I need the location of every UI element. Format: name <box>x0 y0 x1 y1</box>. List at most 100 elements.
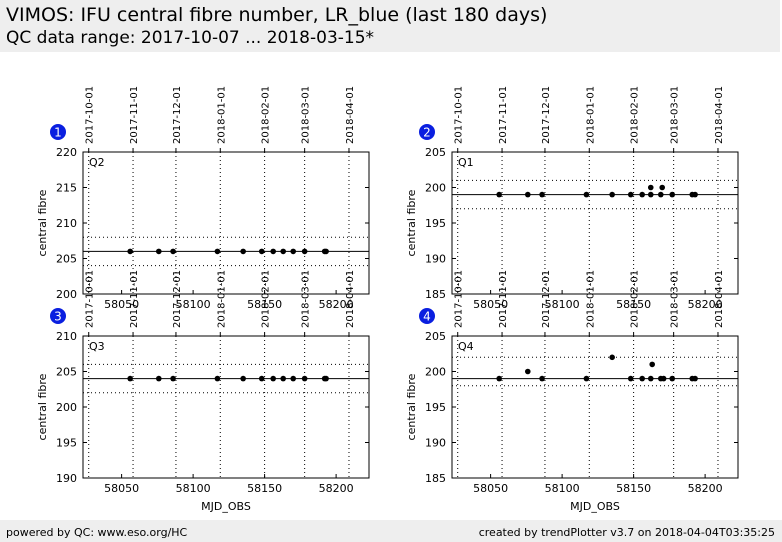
chart-panel-q2: 2017-10-01 2017-11-01 2017-12-01 2018-01-01… <box>36 86 370 311</box>
trend-charts: 2017-10-01 2017-11-01 2017-12-01 2018-01-01… <box>36 86 739 513</box>
date-tick-label: 2018-04-01 <box>345 270 356 328</box>
x-tick-label: 58200 <box>688 298 723 311</box>
date-tick-label: 2017-11-01 <box>498 270 509 328</box>
data-point <box>270 248 276 255</box>
date-tick-label: 2017-10-01 <box>454 270 465 328</box>
data-point <box>669 375 676 382</box>
y-tick-label: 210 <box>56 217 77 230</box>
date-tick-label: 2018-01-01 <box>585 270 596 328</box>
date-tick-label: 2018-02-01 <box>630 86 641 144</box>
data-point <box>583 375 590 382</box>
y-tick-label: 185 <box>425 472 446 485</box>
x-tick-label: 58200 <box>319 298 354 311</box>
date-tick-label: 2018-03-01 <box>301 86 312 144</box>
x-tick-label: 58150 <box>616 298 651 311</box>
date-tick-label: 2018-02-01 <box>261 270 272 328</box>
plot-frame <box>82 335 370 479</box>
data-point <box>692 375 698 382</box>
x-axis-label: MJD_OBS <box>201 500 251 513</box>
date-tick-label: 2017-10-01 <box>85 270 96 328</box>
page-subtitle: QC data range: 2017-10-07 ... 2018-03-15… <box>6 28 375 48</box>
data-point <box>127 248 133 255</box>
date-tick-label: 2017-11-01 <box>129 86 140 144</box>
y-tick-label: 195 <box>425 217 446 230</box>
data-point <box>647 191 654 198</box>
data-point <box>240 248 246 255</box>
data-point <box>583 191 590 198</box>
y-axis-label: central fibre <box>36 189 49 256</box>
panel-label: Q4 <box>458 340 474 353</box>
panel-number-badge <box>419 308 435 324</box>
y-tick-label: 190 <box>56 472 77 485</box>
chart-panel-q1: 2017-10-01 2017-11-01 2017-12-01 2018-01-01… <box>405 86 739 311</box>
x-tick-label: 58150 <box>247 298 282 311</box>
date-tick-label: 2018-04-01 <box>714 86 725 144</box>
x-tick-label: 58100 <box>176 298 211 311</box>
date-tick-label: 2018-01-01 <box>216 86 227 144</box>
data-point <box>539 375 545 382</box>
y-tick-label: 210 <box>56 330 77 343</box>
data-point <box>609 191 615 198</box>
y-tick-label: 200 <box>56 401 77 414</box>
data-point <box>280 375 287 382</box>
chart-panel-q4: 2017-10-01 2017-11-01 2017-12-01 2018-01-01… <box>405 270 739 513</box>
data-point <box>323 375 329 382</box>
y-tick-label: 200 <box>56 288 77 301</box>
x-tick-label: 58200 <box>688 482 723 495</box>
data-point <box>240 375 246 382</box>
date-tick-label: 2017-11-01 <box>129 270 140 328</box>
date-tick-label: 2018-04-01 <box>345 86 356 144</box>
panel-label: Q1 <box>458 156 474 169</box>
date-tick-label: 2017-11-01 <box>498 86 509 144</box>
data-point <box>290 248 297 255</box>
plot-frame <box>451 335 739 479</box>
data-point <box>609 354 615 361</box>
chart-panel-q3: 2017-10-01 2017-11-01 2017-12-01 2018-01-01… <box>36 270 370 513</box>
panel-number-badge <box>50 124 66 140</box>
x-tick-label: 58050 <box>104 482 139 495</box>
x-tick-label: 58150 <box>616 482 651 495</box>
data-point <box>270 375 276 382</box>
data-point <box>649 361 655 368</box>
data-point <box>155 375 162 382</box>
y-tick-label: 215 <box>56 182 77 195</box>
panel-number-text: 1 <box>54 126 62 140</box>
data-point <box>323 248 329 255</box>
date-tick-label: 2017-10-01 <box>85 86 96 144</box>
date-tick-label: 2018-02-01 <box>261 86 272 144</box>
x-tick-label: 58050 <box>104 298 139 311</box>
data-point <box>280 248 287 255</box>
report-footer: powered by QC: www.eso.org/HC created by… <box>0 520 782 542</box>
y-axis-label: central fibre <box>405 373 418 440</box>
date-tick-label: 2018-04-01 <box>714 270 725 328</box>
data-point <box>214 248 221 255</box>
data-point <box>659 184 666 191</box>
data-point <box>627 375 634 382</box>
report-header: VIMOS: IFU central fibre number, LR_blue… <box>0 0 780 52</box>
data-point <box>647 184 654 191</box>
date-tick-label: 2018-01-01 <box>585 86 596 144</box>
y-tick-label: 190 <box>425 253 446 266</box>
panel-number-badge <box>50 308 66 324</box>
date-tick-label: 2017-10-01 <box>454 86 465 144</box>
date-tick-label: 2017-12-01 <box>541 86 552 144</box>
y-tick-label: 185 <box>425 288 446 301</box>
y-tick-label: 220 <box>56 146 77 159</box>
y-tick-label: 195 <box>425 401 446 414</box>
panel-label: Q3 <box>89 340 105 353</box>
data-point <box>301 248 308 255</box>
x-tick-label: 58100 <box>545 482 580 495</box>
x-tick-label: 58200 <box>319 482 354 495</box>
y-tick-label: 195 <box>56 437 77 450</box>
data-point <box>258 375 265 382</box>
data-point <box>627 191 634 198</box>
date-tick-label: 2018-03-01 <box>301 270 312 328</box>
data-point <box>647 375 654 382</box>
x-axis-label: MJD_OBS <box>570 500 620 513</box>
panel-number-badge <box>419 124 435 140</box>
data-point <box>170 375 176 382</box>
data-point <box>127 375 133 382</box>
data-point <box>692 191 698 198</box>
date-tick-label: 2018-03-01 <box>670 270 681 328</box>
data-point <box>214 375 221 382</box>
